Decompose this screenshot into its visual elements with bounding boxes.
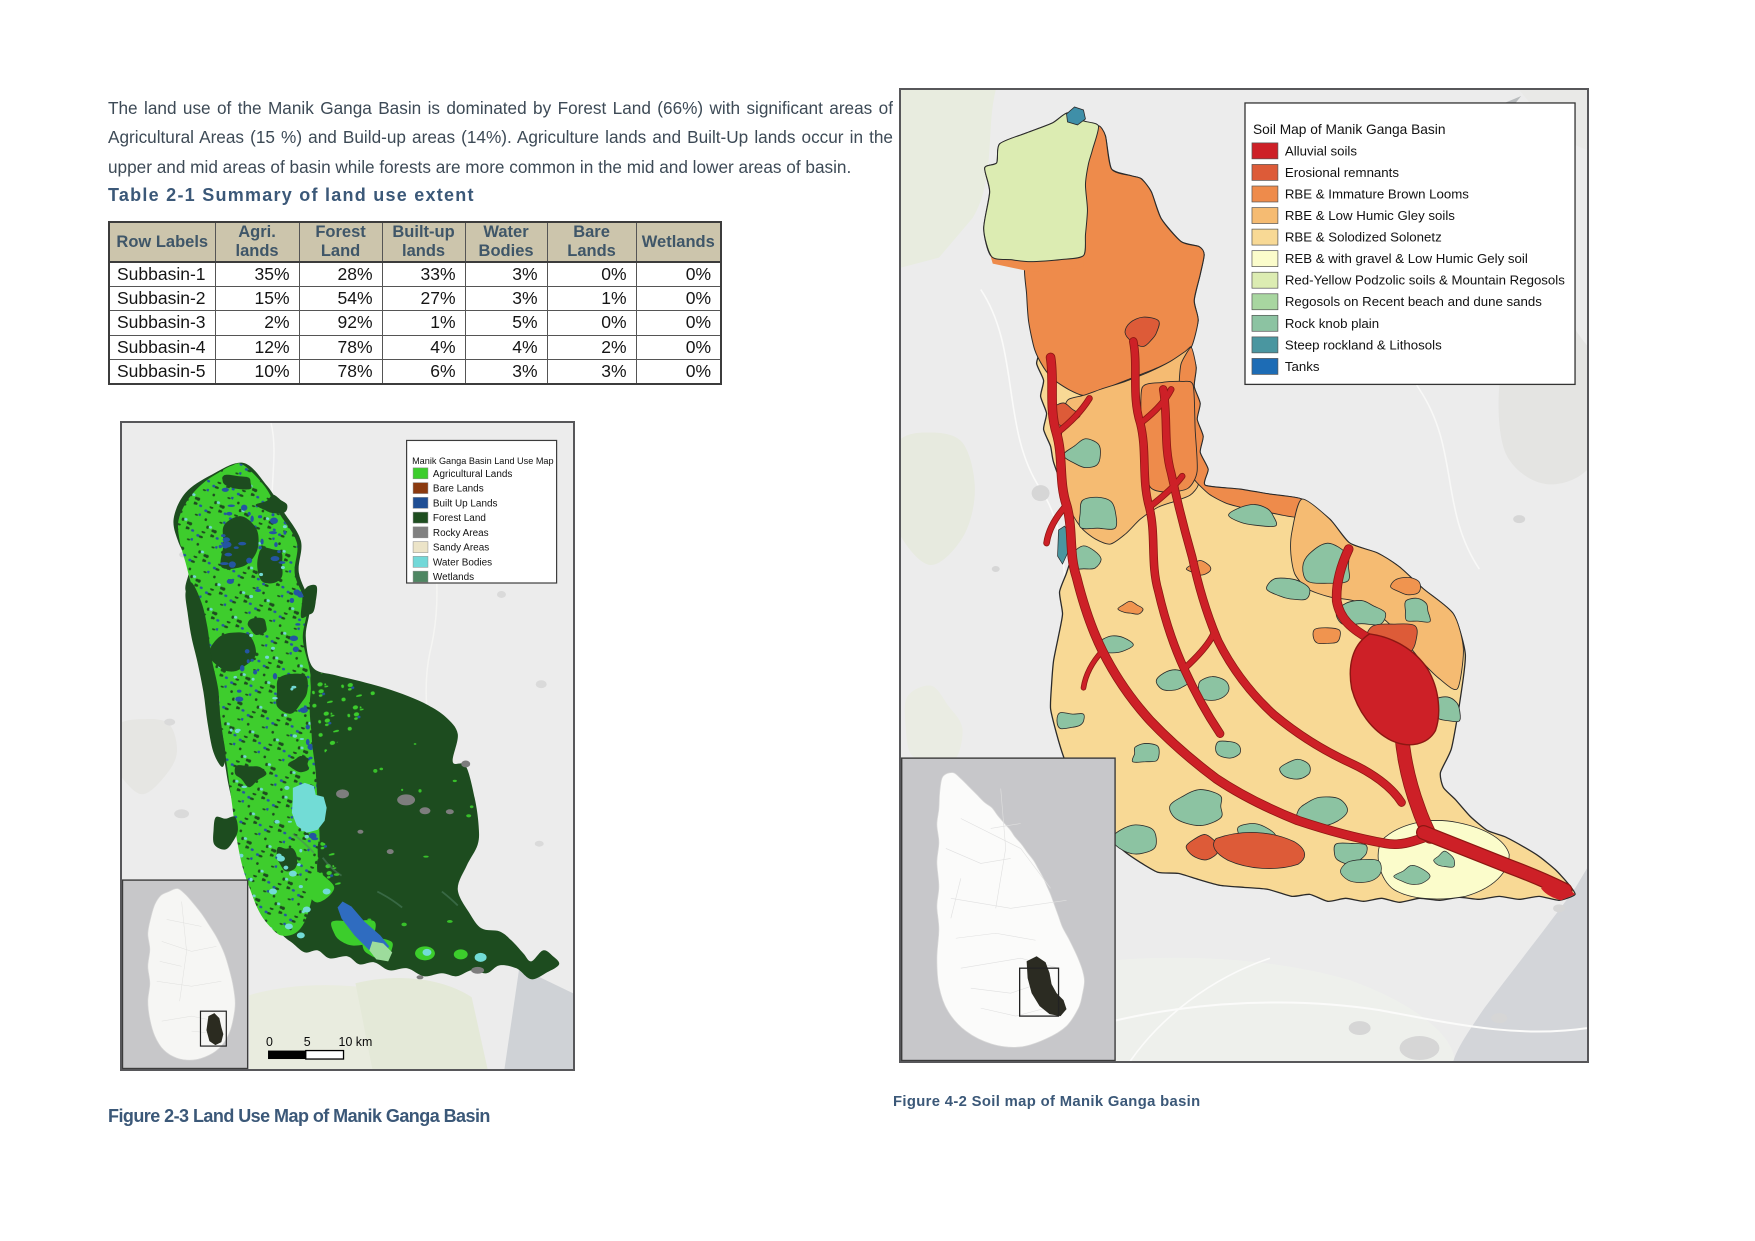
svg-text:5: 5 xyxy=(304,1035,311,1049)
svg-text:Red-Yellow Podzolic soils & Mo: Red-Yellow Podzolic soils & Mountain Reg… xyxy=(1285,273,1565,288)
svg-text:Sandy Areas: Sandy Areas xyxy=(433,543,489,554)
svg-text:Alluvial soils: Alluvial soils xyxy=(1285,143,1358,158)
svg-text:RBE & Low Humic Gley soils: RBE & Low Humic Gley soils xyxy=(1285,208,1455,223)
svg-text:Agricultural Lands: Agricultural Lands xyxy=(433,469,512,480)
svg-text:10 km: 10 km xyxy=(339,1035,373,1049)
svg-text:Rock knob plain: Rock knob plain xyxy=(1285,316,1379,331)
svg-text:RBE & Solodized Solonetz: RBE & Solodized Solonetz xyxy=(1285,230,1442,245)
svg-text:RBE & Immature Brown Looms: RBE & Immature Brown Looms xyxy=(1285,186,1469,201)
svg-text:Soil Map of Manik Ganga Basin: Soil Map of Manik Ganga Basin xyxy=(1253,122,1446,137)
svg-text:Built Up Lands: Built Up Lands xyxy=(433,498,498,509)
svg-text:Bare Lands: Bare Lands xyxy=(433,484,484,495)
svg-text:Regosols on Recent beach and d: Regosols on Recent beach and dune sands xyxy=(1285,294,1542,309)
svg-text:Forest Land: Forest Land xyxy=(433,513,486,524)
svg-text:Manik Ganga Basin Land Use Map: Manik Ganga Basin Land Use Map xyxy=(412,456,554,466)
svg-text:0: 0 xyxy=(266,1035,273,1049)
svg-text:Steep rockland & Lithosols: Steep rockland & Lithosols xyxy=(1285,337,1442,352)
svg-text:Tanks: Tanks xyxy=(1285,359,1320,374)
svg-text:Erosional remnants: Erosional remnants xyxy=(1285,165,1399,180)
svg-text:Wetlands: Wetlands xyxy=(433,572,474,583)
svg-text:Water Bodies: Water Bodies xyxy=(433,557,492,568)
svg-text:REB & with gravel & Low Humic: REB & with gravel & Low Humic Gely soil xyxy=(1285,251,1528,266)
svg-text:Rocky Areas: Rocky Areas xyxy=(433,528,489,539)
